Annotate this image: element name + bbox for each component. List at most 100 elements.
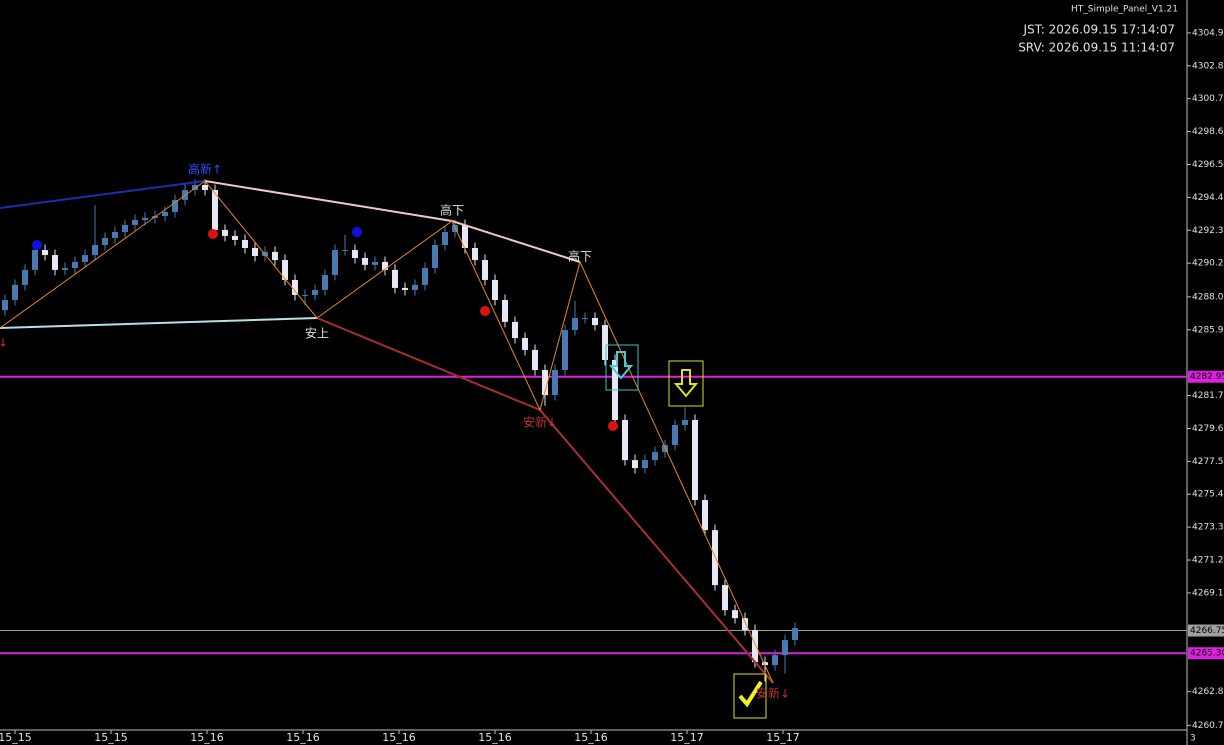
candle-body [792, 628, 798, 641]
candle-body [482, 260, 488, 280]
candle-body [572, 318, 578, 331]
y-tick-label: 4285.95 [1192, 325, 1224, 335]
signal-dot [32, 240, 42, 250]
y-tick-label: 4292.30 [1192, 226, 1224, 236]
candle-body [82, 255, 88, 262]
candle-body [672, 424, 678, 446]
y-tick-label: 4300.70 [1192, 94, 1224, 104]
overlay [0, 180, 774, 719]
candle-body [462, 224, 468, 248]
candle-body [582, 318, 588, 320]
candle-body [542, 370, 548, 396]
candle-body [552, 370, 558, 396]
candle-body [42, 250, 48, 256]
candle-body [172, 199, 178, 212]
candle-body [122, 224, 128, 233]
candle-body [52, 255, 58, 270]
y-tick-label: 4288.05 [1192, 292, 1224, 302]
candle-body [232, 235, 238, 240]
x-tick-label: 15_17 [766, 731, 800, 744]
y-tick-label: 4262.85 [1192, 687, 1224, 697]
candle-body [652, 452, 658, 461]
candle-body [592, 318, 598, 326]
signal-dot [608, 421, 618, 431]
candle-body [432, 245, 438, 269]
signal-box [733, 673, 767, 719]
x-tick-label: 15_16 [286, 731, 320, 744]
y-tick-label: 4304.90 [1192, 28, 1224, 38]
y-tick-label: 4275.45 [1192, 490, 1224, 500]
candle-body [692, 419, 698, 501]
candle-body [722, 585, 728, 611]
candle-body [62, 268, 68, 270]
annotation: 安新↓ [523, 415, 557, 430]
candle-body [632, 460, 638, 469]
x-tick-label: 15_15 [94, 731, 128, 744]
candle-body [192, 185, 198, 191]
y-tick-label: 4281.75 [1192, 391, 1224, 401]
signal-box [605, 344, 639, 391]
annotation: 高新↑ [188, 162, 222, 177]
candle-body [162, 211, 168, 217]
level-label: 4282.95 [1190, 372, 1224, 382]
candle-body [392, 269, 398, 288]
level-label: 4266.75 [1190, 626, 1224, 636]
candle-body [732, 610, 738, 619]
x-tick-label: 15_15 [0, 731, 32, 744]
info-line: SRV: 2026.09.15 11:14:07 [1018, 41, 1175, 55]
candle-body [642, 460, 648, 469]
annotation: 高下 [568, 249, 592, 264]
candle-body [242, 239, 248, 248]
candle-body [622, 419, 628, 461]
candle-body [362, 258, 368, 265]
signal-dot [208, 229, 218, 239]
candle-body [332, 250, 338, 275]
candle-body [132, 219, 138, 225]
zigzag [0, 180, 774, 684]
y-tick-label: 4290.20 [1192, 259, 1224, 269]
x-tick-label: 15_16 [478, 731, 512, 744]
candle-body [762, 662, 768, 666]
candle-body [212, 190, 218, 230]
trend-line [0, 180, 206, 209]
trend-line [0, 317, 318, 329]
candle-body [352, 250, 358, 259]
candle-body [702, 500, 708, 531]
y-tick-label: 4294.40 [1192, 193, 1224, 203]
annotation: 安新↓ [756, 686, 790, 701]
candle-body [752, 630, 758, 663]
check-mark [738, 680, 763, 708]
y-tick-label: 4298.60 [1192, 127, 1224, 137]
y-tick-label: 4271.25 [1192, 556, 1224, 566]
y-tick-label: 4279.65 [1192, 424, 1224, 434]
candle-body [92, 245, 98, 256]
x-tick-label: 15_17 [670, 731, 704, 744]
candle-body [312, 289, 318, 295]
candle-body [222, 229, 228, 236]
candle-body [602, 325, 608, 360]
level-box [1188, 647, 1224, 660]
candle-body [492, 279, 498, 300]
level-label: 4265.30 [1190, 649, 1224, 659]
panel-title: HT_Simple_Panel_V1.21 [1071, 5, 1178, 15]
candle-body [372, 261, 378, 265]
y-tick-label: 4260.70 [1192, 721, 1224, 731]
annotation: 安上 [305, 326, 329, 341]
candle-body [72, 261, 78, 269]
candle-body [342, 250, 348, 252]
candle-body [32, 250, 38, 270]
candle-body [472, 247, 478, 261]
signal-box [668, 360, 704, 407]
y-tick-label: 4277.55 [1192, 457, 1224, 467]
signal-arrow [673, 369, 699, 398]
candle-body [772, 655, 778, 666]
candle-body [742, 618, 748, 631]
candle-body [202, 185, 208, 191]
candle-body [532, 349, 538, 371]
candle-body [272, 251, 278, 261]
candle-body [322, 274, 328, 290]
corner-label: 3 [1190, 734, 1196, 744]
x-tick-label: 15_16 [382, 731, 416, 744]
y-tick-label: 4296.50 [1192, 160, 1224, 170]
